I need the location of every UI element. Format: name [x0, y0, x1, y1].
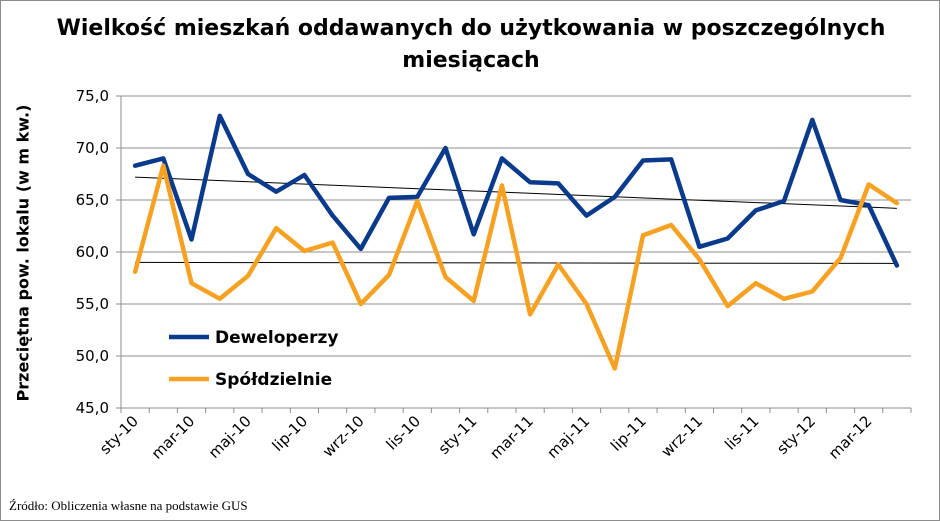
x-tick-label: sty-10	[96, 412, 142, 458]
y-tick-label: 50,0	[76, 347, 109, 365]
data-point	[641, 158, 645, 162]
data-point	[838, 198, 842, 202]
data-point	[302, 173, 306, 177]
data-point	[331, 241, 335, 245]
data-point	[161, 156, 165, 160]
y-tick-label: 70,0	[76, 139, 109, 157]
data-point	[528, 312, 532, 316]
data-point	[133, 270, 137, 274]
data-point	[472, 299, 476, 303]
data-point	[585, 214, 589, 218]
y-tick-label: 60,0	[76, 243, 109, 261]
data-point	[669, 157, 673, 161]
x-tick-label: lip-11	[607, 412, 650, 455]
data-point	[133, 164, 137, 168]
y-tick-label: 75,0	[76, 87, 109, 105]
data-point	[415, 195, 419, 199]
data-point	[697, 245, 701, 249]
data-point	[190, 281, 194, 285]
data-point	[500, 156, 504, 160]
data-point	[867, 182, 871, 186]
data-point	[810, 290, 814, 294]
data-point	[669, 223, 673, 227]
x-tick-label: lis-10	[383, 412, 424, 453]
x-tick-label: lis-11	[721, 412, 762, 453]
data-point	[641, 233, 645, 237]
data-point	[782, 199, 786, 203]
x-tick-label: mar-11	[486, 412, 537, 463]
data-point	[387, 273, 391, 277]
series-line	[132, 163, 900, 371]
trend-line	[135, 261, 897, 264]
legend-label: Spółdzielnie	[215, 370, 332, 390]
data-point	[556, 262, 560, 266]
data-point	[697, 257, 701, 261]
x-tick-label: maj-10	[205, 412, 255, 462]
data-point	[190, 238, 194, 242]
data-point	[472, 232, 476, 236]
data-point	[838, 256, 842, 260]
x-tick-label: lip-10	[269, 412, 312, 455]
chart-title: Wielkość mieszkań oddawanych do użytkowa…	[56, 16, 886, 73]
data-point	[302, 249, 306, 253]
data-point	[500, 183, 504, 187]
y-tick-label: 65,0	[76, 191, 109, 209]
data-point	[726, 304, 730, 308]
x-tick-label: wrz-11	[658, 412, 707, 461]
legend-label: Deweloperzy	[215, 328, 338, 348]
data-point	[274, 226, 278, 230]
x-tick-label: sty-12	[773, 412, 819, 458]
data-point	[161, 164, 165, 168]
x-tick-label: mar-10	[148, 412, 199, 463]
source-note: Źródło: Obliczenia własne na podstawie G…	[9, 498, 248, 513]
data-point	[246, 172, 250, 176]
data-point	[274, 190, 278, 194]
data-point	[528, 180, 532, 184]
x-tick-label: maj-11	[544, 412, 594, 462]
series-line	[132, 113, 900, 268]
data-point	[415, 199, 419, 203]
data-point	[359, 247, 363, 251]
data-point	[754, 281, 758, 285]
data-point	[331, 214, 335, 218]
data-point	[387, 196, 391, 200]
data-point	[726, 236, 730, 240]
x-tick-label: mar-12	[825, 412, 876, 463]
data-point	[867, 203, 871, 207]
data-point	[246, 274, 250, 278]
data-point	[443, 146, 447, 150]
x-tick-label: wrz-10	[319, 412, 368, 461]
data-point	[443, 275, 447, 279]
data-point	[556, 181, 560, 185]
data-point	[218, 114, 222, 118]
y-tick-label: 45,0	[76, 399, 109, 417]
data-point	[613, 195, 617, 199]
data-point	[613, 366, 617, 370]
data-point	[218, 297, 222, 301]
data-point	[754, 208, 758, 212]
data-point	[585, 302, 589, 306]
x-tick-label: sty-11	[435, 412, 481, 458]
data-point	[895, 201, 899, 205]
data-point	[895, 264, 899, 268]
y-tick-label: 55,0	[76, 295, 109, 313]
data-point	[782, 297, 786, 301]
data-point	[810, 118, 814, 122]
data-point	[359, 302, 363, 306]
